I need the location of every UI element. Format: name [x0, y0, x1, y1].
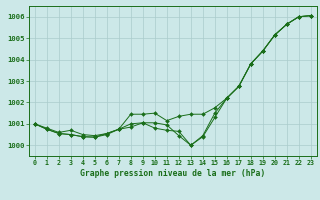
X-axis label: Graphe pression niveau de la mer (hPa): Graphe pression niveau de la mer (hPa) — [80, 169, 265, 178]
